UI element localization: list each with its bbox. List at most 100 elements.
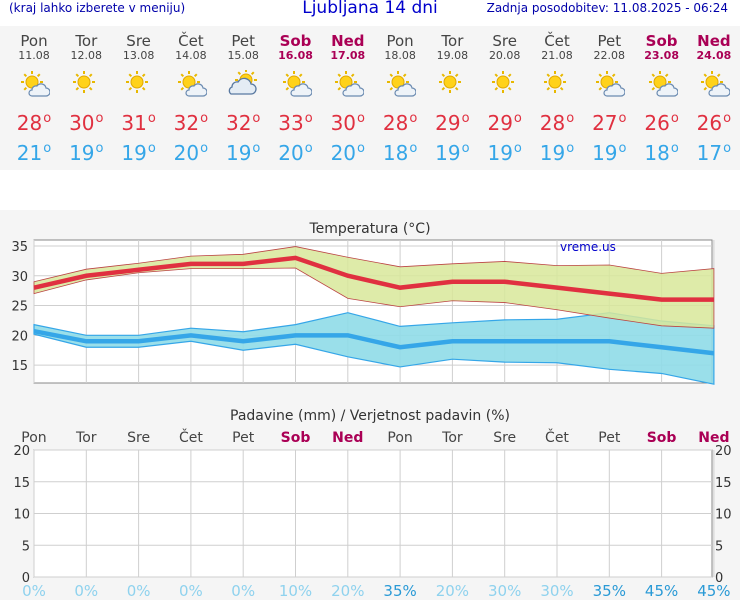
max-temperature-value: 29 xyxy=(435,111,461,135)
day-column: Tor 19.08 29o 19o xyxy=(426,26,478,166)
precipitation-probability-label: 0% xyxy=(179,582,203,600)
day-column: Čet 21.08 28o 19o xyxy=(531,26,583,166)
precipitation-day-label: Tor xyxy=(75,430,97,446)
max-temperature: 32o xyxy=(217,106,269,136)
precipitation-day-label: Čet xyxy=(179,428,203,446)
y-tick-label-right: 20 xyxy=(715,444,732,459)
degree-symbol: o xyxy=(513,111,522,126)
min-temperature-value: 17 xyxy=(696,141,723,165)
min-temperature: 19o xyxy=(583,136,635,166)
y-tick-label-right: 15 xyxy=(715,476,732,491)
degree-symbol: o xyxy=(723,111,732,126)
degree-symbol: o xyxy=(670,111,679,126)
day-name: Pon xyxy=(386,32,414,50)
max-temperature: 32o xyxy=(165,106,217,136)
precipitation-probability-label: 10% xyxy=(279,582,312,600)
day-date: 15.08 xyxy=(227,49,259,62)
sun-behind-cloud-icon xyxy=(322,62,374,106)
precipitation-day-label: Sre xyxy=(493,430,516,446)
temperature-chart-title: Temperatura (°C) xyxy=(308,221,430,237)
y-tick-label: 15 xyxy=(11,359,28,374)
max-temperature-value: 29 xyxy=(487,111,513,135)
y-tick-label: 35 xyxy=(11,240,28,255)
precipitation-probability-label: 0% xyxy=(127,582,151,600)
precipitation-probability-label: 45% xyxy=(645,582,678,600)
min-temperature: 19o xyxy=(479,136,531,166)
min-temperature-value: 20 xyxy=(278,141,304,165)
min-temperature: 20o xyxy=(270,136,322,166)
page-title: Ljubljana 14 dni xyxy=(302,0,438,18)
y-tick-label: 30 xyxy=(11,270,28,285)
y-tick-label-left: 5 xyxy=(22,539,30,554)
degree-symbol: o xyxy=(95,141,104,156)
day-date: 23.08 xyxy=(644,49,679,62)
day-date: 12.08 xyxy=(70,49,103,62)
day-date: 19.08 xyxy=(436,49,469,62)
day-column: Sob 16.08 33o 20o xyxy=(270,26,322,166)
min-temperature: 19o xyxy=(531,136,583,166)
degree-symbol: o xyxy=(43,111,52,126)
sun-icon xyxy=(113,62,165,106)
max-temperature: 28o xyxy=(531,106,583,136)
day-name: Ned xyxy=(331,32,365,50)
precipitation-day-label: Ned xyxy=(698,430,729,446)
day-column: Tor 12.08 30o 19o xyxy=(60,26,112,166)
min-temperature-value: 20 xyxy=(330,141,357,165)
min-temperature-value: 19 xyxy=(69,141,95,165)
sun-icon xyxy=(426,62,478,106)
max-temperature: 31o xyxy=(113,106,165,136)
max-temperature: 26o xyxy=(688,106,740,136)
min-temperature-value: 20 xyxy=(173,141,200,165)
min-temperature-value: 19 xyxy=(487,141,513,165)
last-updated-text: Zadnja posodobitev: 11.08.2025 - 06:24 xyxy=(486,1,728,15)
min-temperature-line xyxy=(33,328,715,356)
day-column: Ned 24.08 26o 17o xyxy=(688,26,740,166)
max-temperature-value: 32 xyxy=(225,111,252,135)
max-temperature-value: 30 xyxy=(330,111,357,135)
y-tick-label: 20 xyxy=(11,329,28,344)
min-temperature: 18o xyxy=(636,136,688,166)
precipitation-probability-label: 20% xyxy=(436,582,469,600)
degree-symbol: o xyxy=(95,111,104,126)
y-tick-label-right: 10 xyxy=(715,508,732,523)
day-date: 18.08 xyxy=(384,49,416,62)
day-name: Tor xyxy=(441,32,464,50)
precipitation-day-label: Ned xyxy=(332,430,363,446)
max-temperature: 30o xyxy=(60,106,112,136)
max-temperature: 28o xyxy=(374,106,426,136)
degree-symbol: o xyxy=(252,111,261,126)
precipitation-probability-label: 35% xyxy=(593,582,626,600)
precipitation-day-label: Sob xyxy=(281,430,311,446)
max-temperature: 30o xyxy=(322,106,374,136)
max-temperature-value: 27 xyxy=(592,111,618,135)
y-tick-label-left: 20 xyxy=(13,444,30,459)
degree-symbol: o xyxy=(618,111,627,126)
precipitation-day-label: Čet xyxy=(545,428,569,446)
max-temperature-line xyxy=(33,255,714,302)
degree-symbol: o xyxy=(357,141,365,156)
day-date: 22.08 xyxy=(593,49,626,62)
min-temperature-value: 21 xyxy=(16,141,43,165)
watermark-text: vreme.us xyxy=(560,240,616,254)
day-date: 13.08 xyxy=(122,49,155,62)
precipitation-probability-label: 0% xyxy=(22,582,46,600)
day-date: 14.08 xyxy=(175,49,207,62)
day-column: Sob 23.08 26o 18o xyxy=(636,26,688,166)
day-date: 20.08 xyxy=(488,49,521,62)
y-tick-label-left: 15 xyxy=(13,476,30,491)
day-name: Čet xyxy=(544,32,570,50)
day-name: Pet xyxy=(597,32,622,50)
max-temperature: 29o xyxy=(479,106,531,136)
min-temperature-value: 18 xyxy=(644,141,670,165)
sun-icon xyxy=(479,62,531,106)
max-temperature-value: 28 xyxy=(382,111,409,135)
y-tick-label-left: 10 xyxy=(13,508,30,523)
sun-behind-cloud-icon xyxy=(8,62,60,106)
degree-symbol: o xyxy=(147,111,156,126)
day-name: Ned xyxy=(697,32,731,50)
min-temperature: 19o xyxy=(217,136,269,166)
y-tick-label: 25 xyxy=(11,300,28,315)
degree-symbol: o xyxy=(200,111,209,126)
degree-symbol: o xyxy=(252,141,261,156)
degree-symbol: o xyxy=(723,141,732,156)
